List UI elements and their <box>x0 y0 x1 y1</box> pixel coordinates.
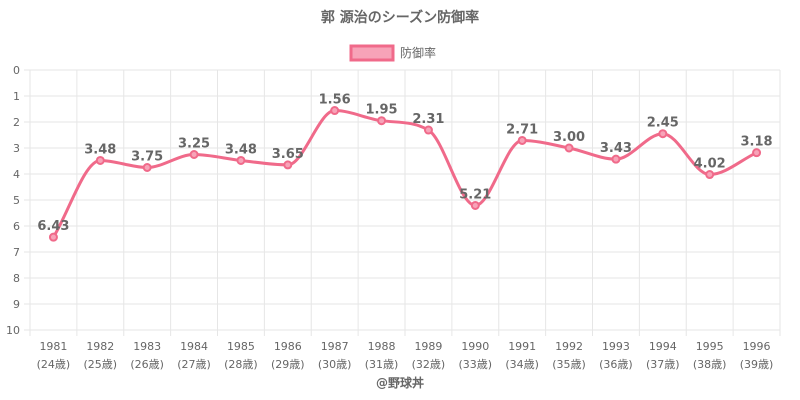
data-label: 1.56 <box>319 93 351 108</box>
data-labels: 6.43 3.48 3.75 3.25 3.48 3.65 1.56 1.95 2.31 5.21… <box>37 93 772 235</box>
data-point[interactable] <box>142 163 152 172</box>
data-point[interactable] <box>236 155 246 165</box>
data-point[interactable] <box>283 160 293 170</box>
data-label: 6.43 <box>37 219 69 234</box>
y-tick-label: 6 <box>13 220 20 233</box>
y-tick-label: 2 <box>13 116 20 129</box>
y-tick-label: 3 <box>13 142 20 155</box>
x-tick-label: 1985 <box>227 340 255 353</box>
x-tick-sublabel: (31歳) <box>365 358 399 371</box>
x-tick-sublabel: (28歳) <box>224 358 258 371</box>
x-tick-sublabel: (39歳) <box>740 358 774 371</box>
data-label: 2.31 <box>412 112 444 127</box>
y-tick-label: 10 <box>6 324 20 337</box>
x-tick-label: 1990 <box>461 340 489 353</box>
x-tick-sublabel: (35歳) <box>552 358 586 371</box>
data-point[interactable] <box>330 106 340 116</box>
x-tick-sublabel: (36歳) <box>599 358 633 371</box>
legend-label: 防御率 <box>400 45 436 60</box>
x-tick-sublabel: (33歳) <box>459 358 493 371</box>
data-point[interactable] <box>95 155 105 165</box>
x-tick-label: 1988 <box>368 340 396 353</box>
y-tick-label: 8 <box>13 272 20 285</box>
x-tick-label: 1993 <box>602 340 630 353</box>
y-tick-label: 5 <box>13 194 20 207</box>
data-point[interactable] <box>377 116 387 126</box>
data-point[interactable] <box>189 150 199 159</box>
data-label: 1.95 <box>366 103 398 118</box>
y-tick-label: 1 <box>13 90 20 103</box>
data-label: 2.71 <box>506 122 538 137</box>
chart-title: 郭 源治のシーズン防御率 <box>321 9 479 26</box>
data-label: 3.00 <box>553 130 585 145</box>
data-point[interactable] <box>423 125 433 135</box>
data-label: 5.21 <box>459 187 491 202</box>
x-tick-label: 1991 <box>508 340 536 353</box>
data-point[interactable] <box>470 200 480 210</box>
footer-credit: @野球丼 <box>376 375 424 390</box>
data-label: 2.45 <box>647 116 679 131</box>
x-tick-label: 1996 <box>743 340 771 353</box>
data-label: 4.02 <box>694 157 726 172</box>
x-tick-label: 1995 <box>696 340 724 353</box>
x-tick-label: 1987 <box>321 340 349 353</box>
x-tick-label: 1992 <box>555 340 583 353</box>
data-point[interactable] <box>517 135 527 145</box>
data-points <box>48 106 762 242</box>
series-line-group <box>52 109 758 238</box>
legend-swatch <box>349 44 395 62</box>
x-axis: 1981 (24歳) 1982 (25歳) 1983 (26歳) 1984 (27歳) 1985… <box>37 340 774 371</box>
x-tick-sublabel: (30歳) <box>318 358 352 371</box>
x-tick-label: 1994 <box>649 340 677 353</box>
data-label: 3.48 <box>225 142 257 157</box>
data-label: 3.65 <box>272 147 304 162</box>
x-tick-sublabel: (32歳) <box>412 358 446 371</box>
x-tick-sublabel: (27歳) <box>177 358 211 371</box>
y-tick-label: 4 <box>13 168 20 181</box>
x-tick-sublabel: (25歳) <box>84 358 118 371</box>
y-tick-label: 9 <box>13 298 20 311</box>
x-tick-sublabel: (24歳) <box>37 358 71 371</box>
x-tick-label: 1986 <box>274 340 302 353</box>
y-tick-label: 0 <box>13 64 20 77</box>
data-label: 3.18 <box>741 135 773 150</box>
data-label: 3.48 <box>84 142 116 157</box>
x-tick-label: 1981 <box>39 340 67 353</box>
x-tick-label: 1982 <box>86 340 114 353</box>
series-line <box>52 109 758 238</box>
x-tick-sublabel: (29歳) <box>271 358 305 371</box>
x-tick-sublabel: (38歳) <box>693 358 727 371</box>
data-point[interactable] <box>705 170 715 180</box>
data-label: 3.43 <box>600 141 632 156</box>
data-label: 3.75 <box>131 150 163 165</box>
x-tick-label: 1983 <box>133 340 161 353</box>
x-tick-sublabel: (34歳) <box>505 358 539 371</box>
data-point[interactable] <box>658 129 668 139</box>
data-point[interactable] <box>48 232 58 242</box>
x-tick-sublabel: (37歳) <box>646 358 680 371</box>
data-label: 3.25 <box>178 137 210 152</box>
data-point[interactable] <box>611 154 621 164</box>
x-tick-label: 1984 <box>180 340 208 353</box>
y-tick-label: 7 <box>13 246 20 259</box>
legend[interactable]: 防御率 <box>349 44 436 62</box>
grid <box>24 69 781 336</box>
data-point[interactable] <box>564 143 574 153</box>
x-tick-sublabel: (26歳) <box>130 358 164 371</box>
data-point[interactable] <box>752 148 762 158</box>
y-axis: 0 1 2 3 4 5 6 7 8 9 10 <box>6 64 20 337</box>
x-tick-label: 1989 <box>414 340 442 353</box>
